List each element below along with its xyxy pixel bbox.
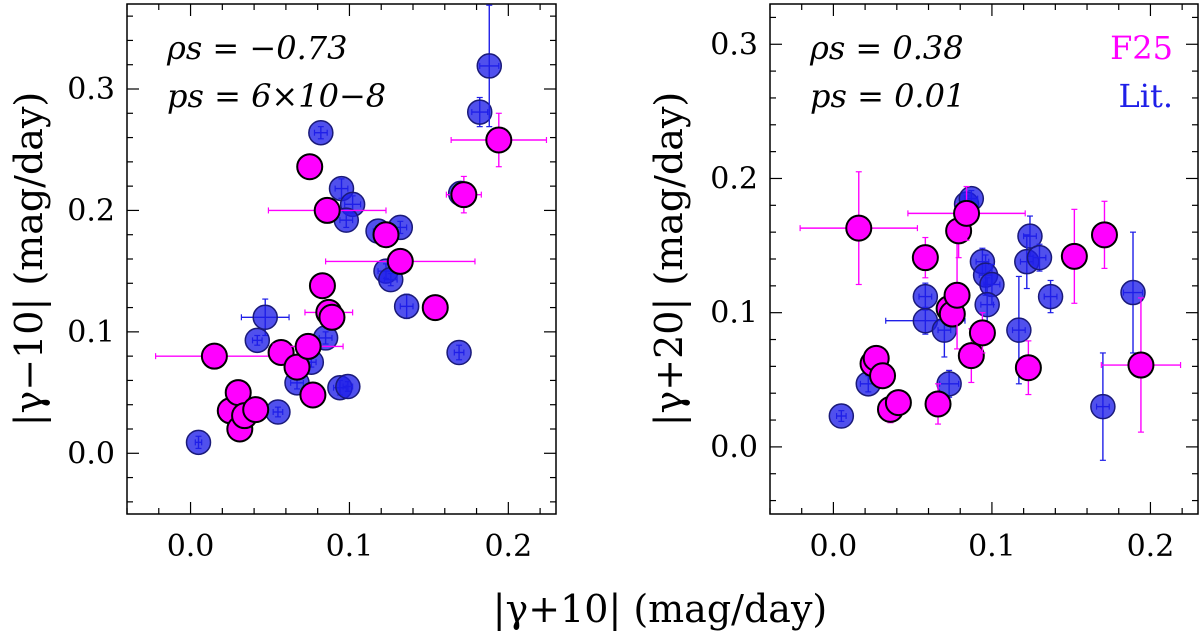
data-point-f25 [953,199,981,227]
data-point-f25 [943,281,971,309]
data-point-f25 [845,214,873,242]
data-point-f25 [1014,354,1042,382]
data-point-f25 [313,196,341,224]
p-annotation: ps = 6×10−8 [167,77,386,115]
x-tick-label: 0.0 [810,529,858,564]
y-tick-label: 0.2 [67,193,115,228]
y-axis-label: |γ+20| (mag/day) [647,92,691,427]
data-point-f25 [283,353,311,381]
data-point-f25 [957,342,985,370]
x-tick-label: 0.2 [1127,529,1175,564]
data-point-f25 [421,294,449,322]
data-point-lit [828,403,855,429]
data-point-lit [308,119,334,146]
series-f25 [799,171,1182,433]
y-tick-label: 0.2 [710,161,758,196]
data-point-lit [335,373,361,400]
rho-annotation: ρs = −0.73 [166,29,347,67]
data-point-f25 [485,126,513,154]
data-point-f25 [318,303,346,331]
x-axis-label: |γ+10| (mag/day) [493,587,828,631]
data-point-f25 [294,332,322,360]
data-point-f25 [386,247,414,275]
data-point-f25 [1090,221,1118,249]
data-point-lit [1037,283,1064,310]
data-point-lit [476,53,503,79]
x-tick-label: 0.2 [484,529,532,564]
y-tick-label: 0.3 [67,72,115,107]
x-tick-label: 0.0 [167,529,215,564]
data-point-f25 [911,244,939,272]
y-tick-label: 0.0 [710,430,758,465]
y-axis-label: |γ−10| (mag/day) [7,92,51,427]
data-point-f25 [450,181,478,209]
data-point-lit [1120,279,1146,306]
data-point-lit [1017,223,1043,249]
data-point-lit [1006,317,1032,343]
p-annotation: ps = 0.01 [810,77,965,115]
legend-entry: F25 [1110,29,1173,67]
data-point-lit [466,99,493,125]
legend-entry: Lit. [1118,77,1173,115]
data-point-f25 [1060,242,1088,270]
data-point-lit [912,283,939,310]
data-point-lit [1026,244,1053,271]
data-point-f25 [869,362,897,390]
series-f25 [155,112,548,443]
data-point-lit [244,327,271,354]
x-tick-label: 0.1 [326,529,374,564]
data-point-lit [1090,393,1116,420]
rho-annotation: ρs = 0.38 [809,29,964,67]
data-point-lit [393,293,420,320]
data-point-f25 [372,221,400,249]
right-panel: 0.0 0.1 0.2 0.0 0.1 0.2 0.3 |γ+20| (mag/day) ρs … [647,3,1199,564]
y-tick-label: 0.1 [67,315,115,350]
data-point-lit [185,429,212,456]
series-lit [828,185,1146,461]
data-point-lit [265,399,291,425]
y-tick-label: 0.1 [710,296,758,331]
data-point-lit [252,304,278,331]
data-point-f25 [308,272,336,300]
data-point-f25 [296,153,324,181]
data-point-f25 [299,381,327,409]
data-point-f25 [242,396,270,424]
y-tick-label: 0.0 [67,436,115,471]
data-point-f25 [1127,351,1155,379]
data-point-lit [974,291,1000,318]
data-point-f25 [884,389,912,417]
data-point-f25 [968,319,996,347]
x-tick-label: 0.1 [968,529,1016,564]
left-panel: 0.0 0.1 0.2 0.0 0.1 0.2 0.3 |γ−10| (mag/day) ρs … [7,3,557,564]
data-point-f25 [924,390,952,418]
y-tick-label: 0.3 [710,27,758,62]
data-point-lit [446,339,472,366]
data-point-f25 [200,342,228,370]
